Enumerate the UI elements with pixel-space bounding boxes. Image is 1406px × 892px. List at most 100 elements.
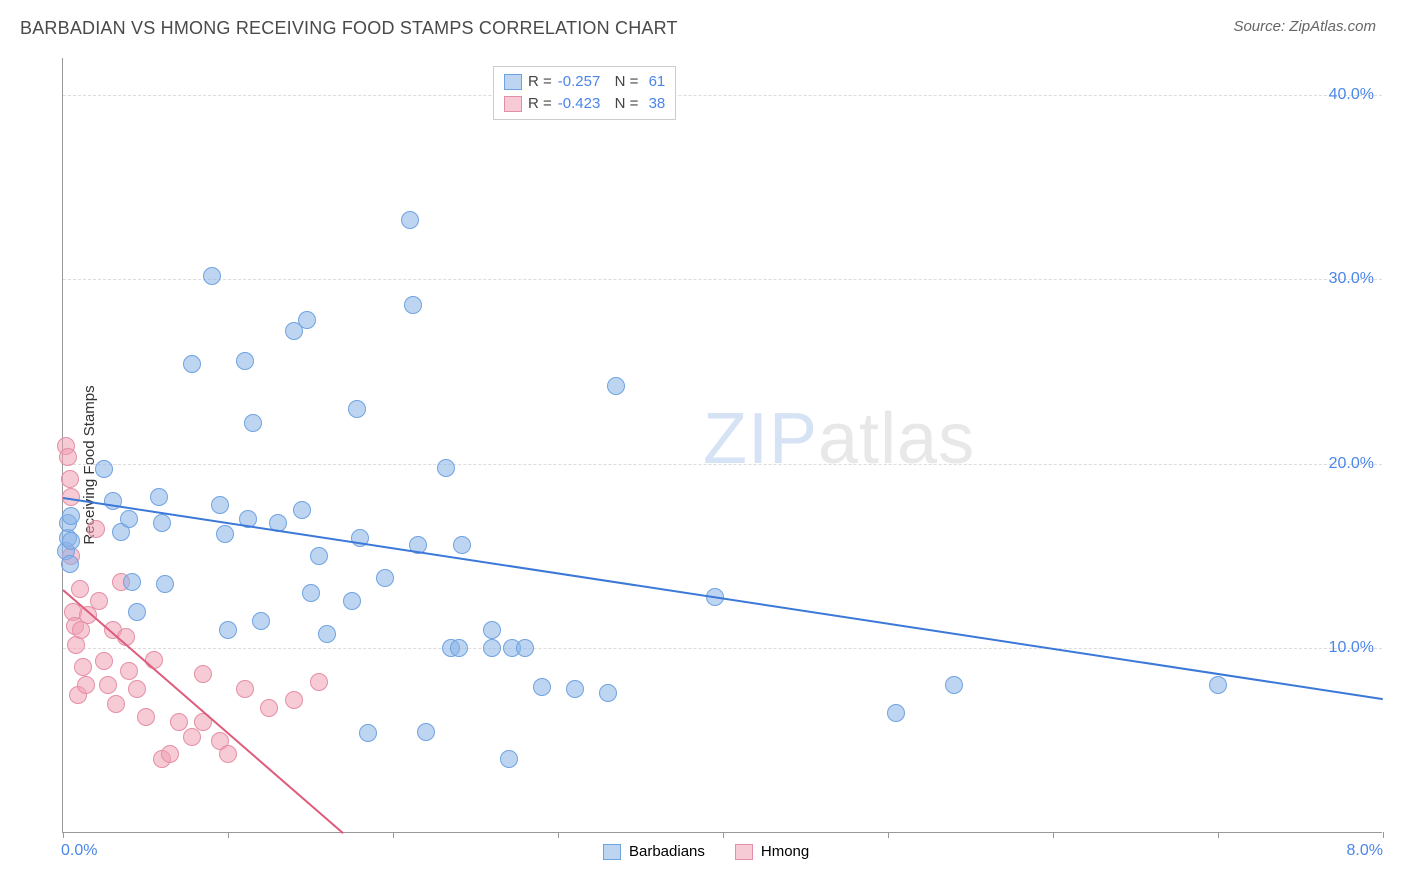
data-point	[183, 355, 201, 373]
data-point	[128, 603, 146, 621]
legend-swatch	[735, 844, 753, 860]
data-point	[216, 525, 234, 543]
data-point	[599, 684, 617, 702]
data-point	[137, 708, 155, 726]
x-tick	[558, 832, 559, 838]
data-point	[123, 573, 141, 591]
data-point	[236, 680, 254, 698]
x-tick	[723, 832, 724, 838]
x-tick	[1053, 832, 1054, 838]
data-point	[302, 584, 320, 602]
trend-line	[62, 590, 344, 835]
legend-series-label: Barbadians	[629, 843, 705, 860]
data-point	[219, 745, 237, 763]
data-point	[145, 651, 163, 669]
data-point	[483, 639, 501, 657]
y-tick-label: 30.0%	[1329, 270, 1374, 288]
data-point	[343, 592, 361, 610]
y-tick-label: 40.0%	[1329, 86, 1374, 104]
legend-r-label: R =	[528, 93, 552, 115]
data-point	[318, 625, 336, 643]
data-point	[99, 676, 117, 694]
data-point	[298, 311, 316, 329]
data-point	[417, 723, 435, 741]
data-point	[77, 676, 95, 694]
data-point	[260, 699, 278, 717]
x-tick-label: 0.0%	[61, 842, 97, 860]
gridline	[63, 648, 1382, 649]
data-point	[516, 639, 534, 657]
data-point	[566, 680, 584, 698]
data-point	[310, 547, 328, 565]
data-point	[150, 488, 168, 506]
legend-swatch	[603, 844, 621, 860]
data-point	[59, 448, 77, 466]
data-point	[183, 728, 201, 746]
legend-swatch	[504, 96, 522, 112]
data-point	[348, 400, 366, 418]
data-point	[500, 750, 518, 768]
data-point	[607, 377, 625, 395]
x-tick-label: 8.0%	[1347, 842, 1383, 860]
legend-r-value: -0.423	[558, 93, 601, 115]
data-point	[945, 676, 963, 694]
plot-area: ZIPatlas10.0%20.0%30.0%40.0%0.0%8.0%R = …	[62, 58, 1382, 833]
data-point	[359, 724, 377, 742]
source-label: Source: ZipAtlas.com	[1233, 18, 1376, 35]
data-point	[293, 501, 311, 519]
data-point	[95, 652, 113, 670]
legend-series-label: Hmong	[761, 843, 809, 860]
legend-n-label: N =	[606, 71, 638, 93]
data-point	[450, 639, 468, 657]
data-point	[1209, 676, 1227, 694]
data-point	[219, 621, 237, 639]
legend-swatch	[504, 74, 522, 90]
data-point	[90, 592, 108, 610]
data-point	[533, 678, 551, 696]
x-tick	[1218, 832, 1219, 838]
data-point	[120, 662, 138, 680]
data-point	[62, 507, 80, 525]
data-point	[107, 695, 125, 713]
data-point	[74, 658, 92, 676]
data-point	[483, 621, 501, 639]
data-point	[404, 296, 422, 314]
series-legend: Barbadians Hmong	[603, 843, 809, 860]
data-point	[170, 713, 188, 731]
data-point	[194, 665, 212, 683]
data-point	[236, 352, 254, 370]
legend-r-value: -0.257	[558, 71, 601, 93]
data-point	[244, 414, 262, 432]
legend-r-label: R =	[528, 71, 552, 93]
data-point	[401, 211, 419, 229]
chart-container: Receiving Food Stamps ZIPatlas10.0%20.0%…	[20, 50, 1390, 880]
data-point	[285, 691, 303, 709]
gridline	[63, 464, 1382, 465]
data-point	[211, 496, 229, 514]
stats-legend: R = -0.257 N = 61R = -0.423 N = 38	[493, 66, 676, 120]
gridline	[63, 95, 1382, 96]
data-point	[153, 514, 171, 532]
data-point	[61, 470, 79, 488]
data-point	[95, 460, 113, 478]
data-point	[437, 459, 455, 477]
data-point	[161, 745, 179, 763]
x-tick	[888, 832, 889, 838]
y-tick-label: 20.0%	[1329, 455, 1374, 473]
data-point	[252, 612, 270, 630]
data-point	[71, 580, 89, 598]
trend-line	[63, 497, 1383, 700]
gridline	[63, 279, 1382, 280]
data-point	[128, 680, 146, 698]
data-point	[61, 555, 79, 573]
page-title: BARBADIAN VS HMONG RECEIVING FOOD STAMPS…	[20, 18, 678, 39]
data-point	[120, 510, 138, 528]
data-point	[887, 704, 905, 722]
data-point	[453, 536, 471, 554]
data-point	[376, 569, 394, 587]
data-point	[87, 520, 105, 538]
x-tick	[393, 832, 394, 838]
data-point	[156, 575, 174, 593]
watermark: ZIPatlas	[703, 398, 975, 480]
x-tick	[1383, 832, 1384, 838]
